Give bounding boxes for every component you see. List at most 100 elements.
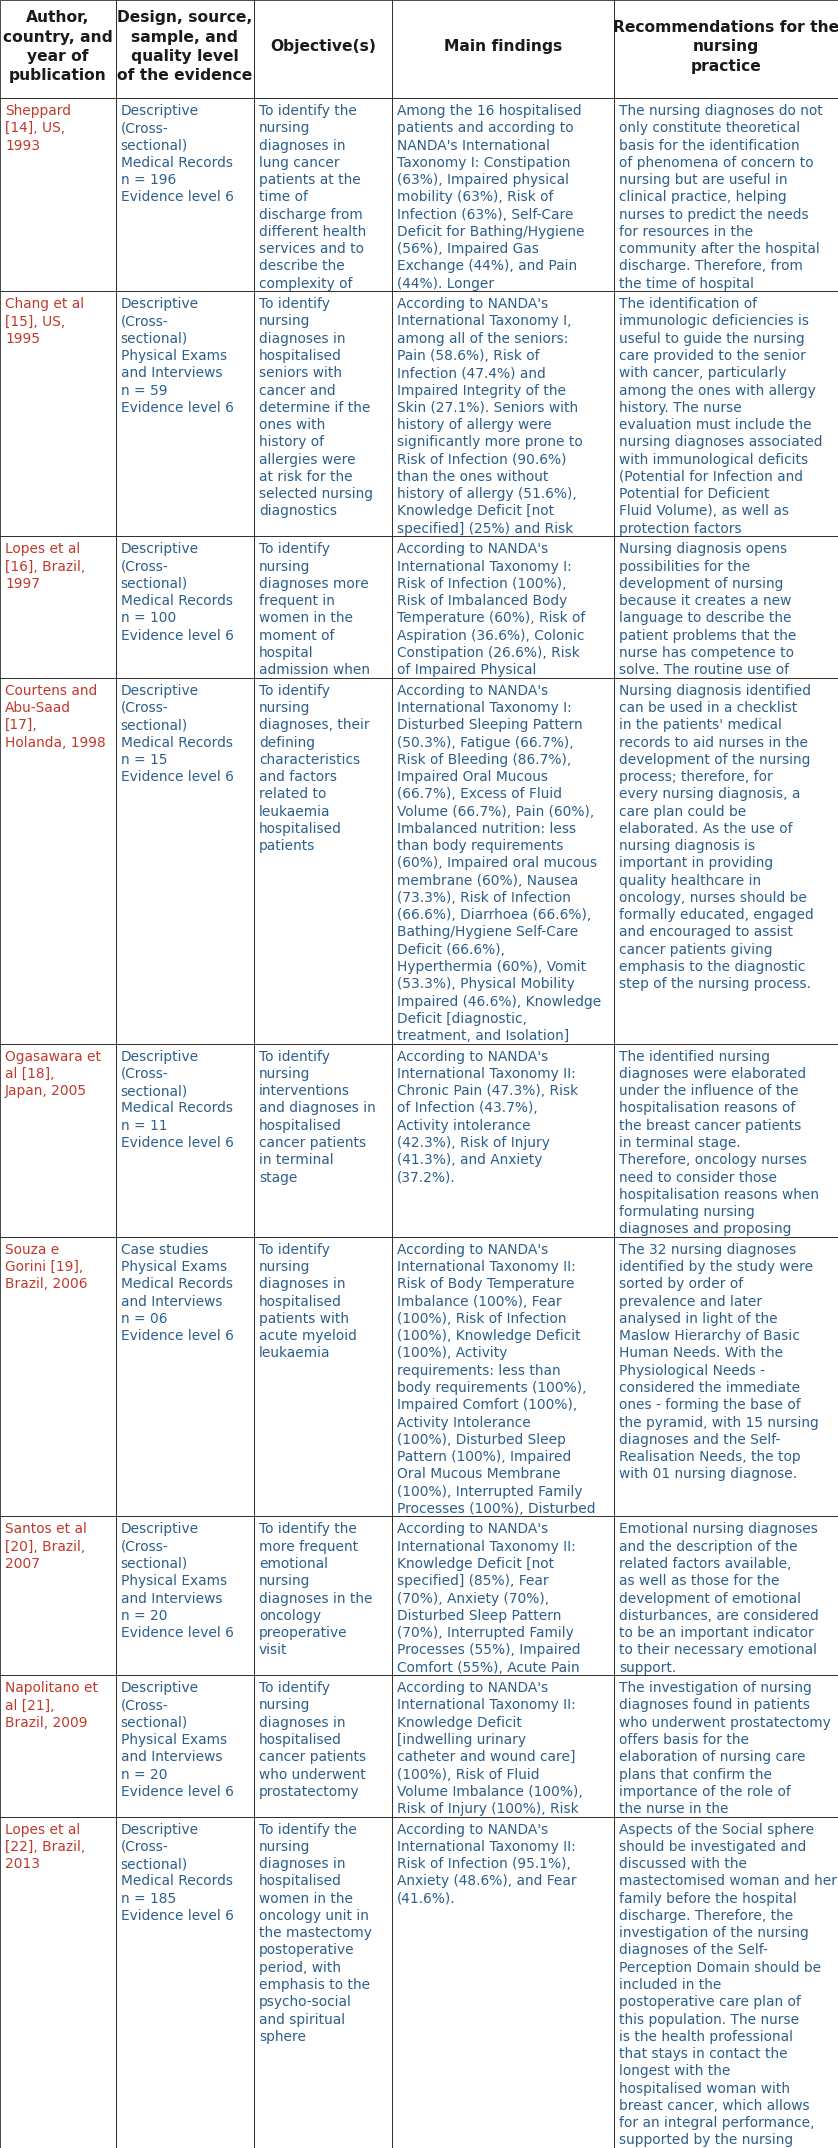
Text: Pattern (100%), Impaired: Pattern (100%), Impaired <box>397 1450 572 1465</box>
Text: of the evidence: of the evidence <box>117 69 252 84</box>
Text: frequent in: frequent in <box>259 595 335 608</box>
Text: To identify: To identify <box>259 683 330 698</box>
Text: [16], Brazil,: [16], Brazil, <box>5 558 85 574</box>
Text: sectional): sectional) <box>121 578 188 591</box>
Text: characteristics: characteristics <box>259 752 360 767</box>
Bar <box>614 537 838 679</box>
Text: process; therefore, for: process; therefore, for <box>619 769 773 784</box>
Text: Risk of Injury (100%), Risk: Risk of Injury (100%), Risk <box>397 1802 579 1815</box>
Text: cancer patients: cancer patients <box>259 1751 366 1764</box>
Text: offers basis for the: offers basis for the <box>619 1733 749 1746</box>
Text: Pain (58.6%), Risk of: Pain (58.6%), Risk of <box>397 348 540 363</box>
Bar <box>614 0 838 99</box>
Text: sectional): sectional) <box>121 1085 188 1098</box>
Text: [indwelling urinary: [indwelling urinary <box>397 1733 526 1746</box>
Text: practice: practice <box>691 58 762 73</box>
Text: [15], US,: [15], US, <box>5 314 65 329</box>
Bar <box>254 1675 392 1817</box>
Text: to be an important indicator: to be an important indicator <box>619 1626 814 1641</box>
Text: Medical Records: Medical Records <box>121 735 233 750</box>
Text: nurse has competence to: nurse has competence to <box>619 647 794 659</box>
Bar <box>254 292 392 537</box>
Text: and diagnoses in: and diagnoses in <box>259 1102 375 1115</box>
Text: development of the nursing: development of the nursing <box>619 752 810 767</box>
Bar <box>614 1516 838 1675</box>
Text: of Infection (43.7%),: of Infection (43.7%), <box>397 1102 538 1115</box>
Text: Gorini [19],: Gorini [19], <box>5 1261 83 1274</box>
Text: diagnostics: diagnostics <box>259 505 337 518</box>
Bar <box>116 99 254 292</box>
Text: Nursing diagnosis opens: Nursing diagnosis opens <box>619 541 788 556</box>
Text: hospitalised: hospitalised <box>259 1875 342 1888</box>
Text: women in the: women in the <box>259 1892 353 1905</box>
Bar <box>0 537 116 679</box>
Text: (100%), Risk of Infection: (100%), Risk of Infection <box>397 1312 566 1325</box>
Text: oncology: oncology <box>259 1609 321 1622</box>
Text: time of: time of <box>259 191 308 204</box>
Text: Taxonomy I: Constipation: Taxonomy I: Constipation <box>397 157 571 170</box>
Text: Case studies: Case studies <box>121 1244 208 1257</box>
Text: related to: related to <box>259 788 326 801</box>
Text: for an integral performance,: for an integral performance, <box>619 2116 815 2131</box>
Text: specified] (25%) and Risk: specified] (25%) and Risk <box>397 522 573 535</box>
Bar <box>392 1675 614 1817</box>
Text: membrane (60%), Nausea: membrane (60%), Nausea <box>397 874 578 887</box>
Text: (70%), Interrupted Family: (70%), Interrupted Family <box>397 1626 574 1641</box>
Text: (Potential for Infection and: (Potential for Infection and <box>619 470 804 483</box>
Text: Risk of Infection (95.1%),: Risk of Infection (95.1%), <box>397 1858 571 1871</box>
Text: To identify: To identify <box>259 1050 330 1063</box>
Text: diagnoses in: diagnoses in <box>259 1858 345 1871</box>
Text: The nursing diagnoses do not: The nursing diagnoses do not <box>619 103 823 118</box>
Text: Physiological Needs -: Physiological Needs - <box>619 1364 765 1377</box>
Bar <box>254 679 392 1044</box>
Bar <box>0 679 116 1044</box>
Text: in terminal: in terminal <box>259 1153 334 1166</box>
Text: moment of: moment of <box>259 629 334 642</box>
Text: nursing diagnoses associated: nursing diagnoses associated <box>619 436 823 449</box>
Text: patients and according to: patients and according to <box>397 120 574 135</box>
Text: Imbalance (100%), Fear: Imbalance (100%), Fear <box>397 1295 561 1308</box>
Text: and spiritual: and spiritual <box>259 2013 345 2026</box>
Text: To identify the: To identify the <box>259 103 357 118</box>
Text: Processes (100%), Disturbed: Processes (100%), Disturbed <box>397 1501 596 1516</box>
Text: every nursing diagnosis, a: every nursing diagnosis, a <box>619 788 800 801</box>
Text: (70%), Anxiety (70%),: (70%), Anxiety (70%), <box>397 1592 550 1605</box>
Text: country, and: country, and <box>3 30 112 45</box>
Text: different health: different health <box>259 226 366 238</box>
Text: 1995: 1995 <box>5 331 40 346</box>
Text: To identify: To identify <box>259 296 330 311</box>
Text: [17],: [17], <box>5 717 38 732</box>
Text: hospitalised: hospitalised <box>259 823 342 836</box>
Text: because it creates a new: because it creates a new <box>619 595 792 608</box>
Text: with 01 nursing diagnose.: with 01 nursing diagnose. <box>619 1467 798 1482</box>
Text: Bathing/Hygiene Self-Care: Bathing/Hygiene Self-Care <box>397 926 578 939</box>
Text: patients with: patients with <box>259 1312 349 1325</box>
Text: International Taxonomy II:: International Taxonomy II: <box>397 1540 576 1553</box>
Text: history of: history of <box>259 436 324 449</box>
Text: (100%), Interrupted Family: (100%), Interrupted Family <box>397 1484 582 1499</box>
Text: Descriptive: Descriptive <box>121 1050 199 1063</box>
Text: included in the: included in the <box>619 1978 722 1991</box>
Text: hospitalised: hospitalised <box>259 1733 342 1746</box>
Text: Ogasawara et: Ogasawara et <box>5 1050 101 1063</box>
Text: Physical Exams: Physical Exams <box>121 1261 227 1274</box>
Text: To identify: To identify <box>259 541 330 556</box>
Text: International Taxonomy II:: International Taxonomy II: <box>397 1841 576 1854</box>
Bar <box>614 1237 838 1516</box>
Text: and encouraged to assist: and encouraged to assist <box>619 926 794 939</box>
Text: sectional): sectional) <box>121 1716 188 1729</box>
Text: The 32 nursing diagnoses: The 32 nursing diagnoses <box>619 1244 796 1257</box>
Bar <box>392 1817 614 2148</box>
Text: (60%), Impaired oral mucous: (60%), Impaired oral mucous <box>397 857 597 870</box>
Bar <box>116 1516 254 1675</box>
Text: n = 185: n = 185 <box>121 1892 176 1905</box>
Text: nursing: nursing <box>259 314 310 329</box>
Text: determine if the: determine if the <box>259 402 370 415</box>
Text: Chang et al: Chang et al <box>5 296 84 311</box>
Text: Comfort (55%), Acute Pain: Comfort (55%), Acute Pain <box>397 1660 580 1675</box>
Bar <box>254 1516 392 1675</box>
Text: Evidence level 6: Evidence level 6 <box>121 1330 234 1342</box>
Text: sectional): sectional) <box>121 1858 188 1871</box>
Text: sectional): sectional) <box>121 331 188 346</box>
Text: (Cross-: (Cross- <box>121 1699 168 1712</box>
